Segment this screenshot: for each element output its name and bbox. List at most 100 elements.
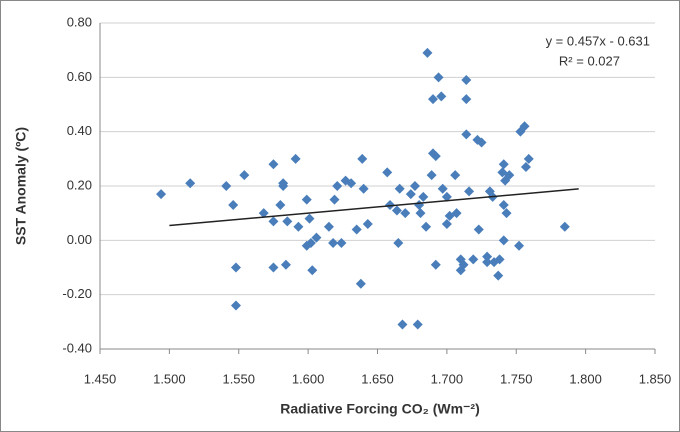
y-tick-label: 0.40 [67,123,92,138]
point [498,159,509,170]
point [293,221,304,232]
trend-equation: y = 0.457x - 0.631 [546,33,650,48]
point [458,259,469,270]
point [514,240,525,251]
point [450,170,461,181]
point [328,238,339,249]
point [441,219,452,230]
point [418,191,429,202]
point [476,137,487,148]
point [230,300,241,311]
point [504,170,515,181]
point [282,216,293,227]
point [230,262,241,273]
point [329,194,340,205]
point [498,235,509,246]
trend-r2: R² = 0.027 [559,53,620,68]
point [461,75,472,86]
x-tick-label: 1.800 [569,371,602,386]
point [221,181,232,191]
point [268,262,279,273]
point [394,183,405,194]
point [409,181,420,191]
point [391,205,402,216]
x-tick-label: 1.700 [431,371,464,386]
point [468,254,479,265]
x-tick-label: 1.450 [84,371,117,386]
x-tick-label: 1.750 [500,371,533,386]
point [400,208,411,219]
point [278,178,289,189]
y-axis-title: SST Anomaly (ºC) [13,127,29,245]
point [305,238,316,249]
point [280,259,291,270]
point [362,219,373,230]
point [520,161,531,172]
point [239,170,250,181]
y-tick-label: 0.20 [67,177,92,192]
point [351,224,362,235]
point [421,221,432,232]
point [461,94,472,105]
point [437,183,448,194]
point [384,200,395,211]
point [519,121,530,132]
point [346,178,357,189]
point [426,170,437,181]
x-tick-label: 1.650 [361,371,394,386]
point [307,265,318,276]
point [357,153,368,164]
point [393,238,404,249]
point [494,254,505,265]
point [523,153,534,164]
trendline [169,188,579,227]
point [498,200,509,211]
point [304,213,315,224]
point [493,270,504,281]
point [501,208,512,219]
point [358,183,369,194]
point [258,208,269,219]
point [422,47,433,58]
point [451,208,462,219]
point [311,232,322,243]
point [332,181,343,191]
point [482,251,493,262]
point [482,257,493,268]
point [464,186,475,197]
point [415,208,426,219]
point [428,94,438,105]
point [336,238,347,249]
point [461,129,472,140]
x-tick-label: 1.850 [639,371,672,386]
point [433,72,444,83]
point [156,189,167,200]
point [301,194,312,205]
point [436,91,447,102]
y-tick-label: 0.00 [67,232,92,247]
x-axis-title: Radiative Forcing CO₂ (Wm⁻²) [280,401,480,417]
y-tick-label: 0.60 [67,69,92,84]
y-tick-label: -0.40 [62,340,92,355]
point [323,221,334,232]
point [430,259,441,270]
x-tick-label: 1.550 [222,371,255,386]
y-tick-label: -0.20 [62,286,92,301]
point [397,319,408,330]
point [275,200,286,211]
point [228,200,239,211]
point [185,178,196,189]
x-tick-label: 1.600 [292,371,325,386]
point [290,153,301,164]
point [473,224,484,235]
point [430,151,441,162]
point [559,221,570,232]
point [441,191,452,202]
point [405,189,416,200]
point [355,278,366,289]
point [382,167,393,178]
point [268,216,279,227]
x-tick-label: 1.500 [153,371,186,386]
